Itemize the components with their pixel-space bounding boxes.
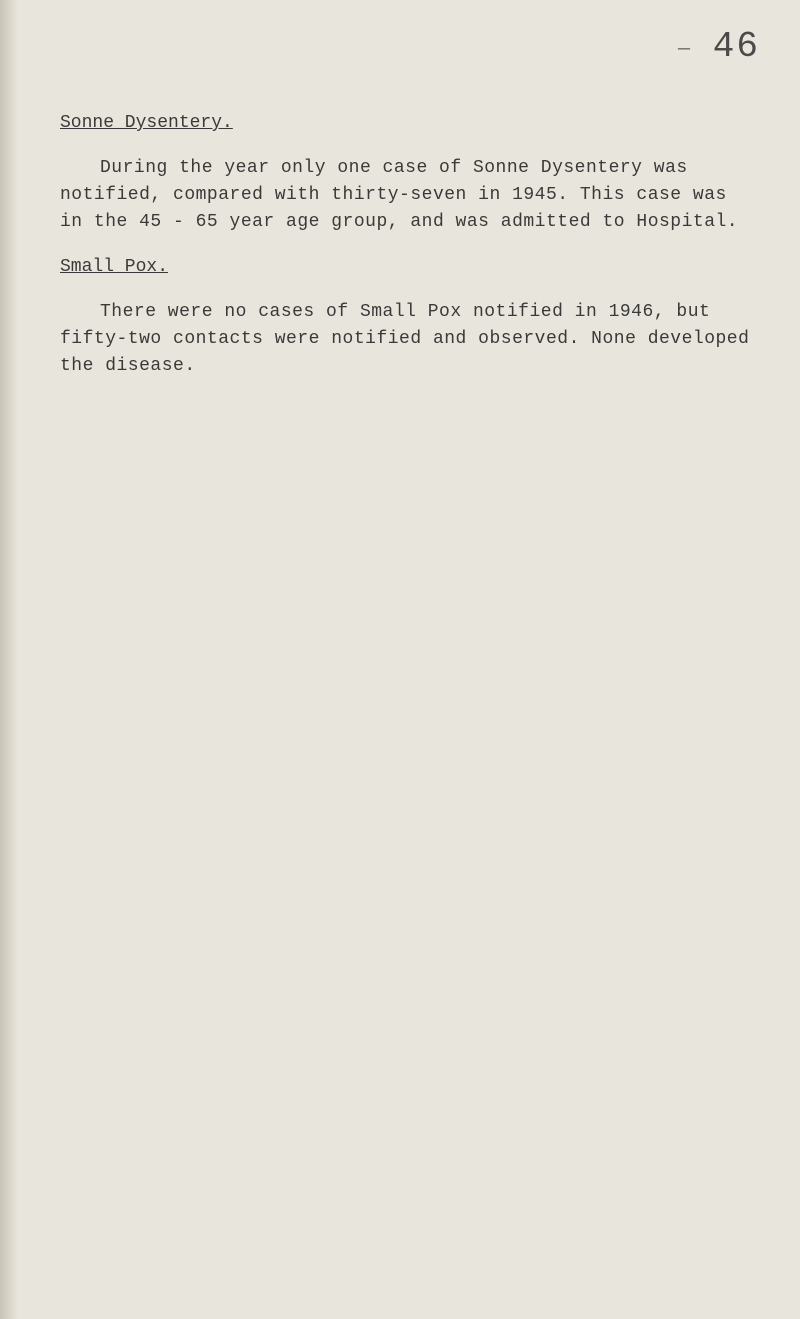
- page-left-shadow: [0, 0, 18, 1319]
- page-number: 46: [713, 20, 760, 74]
- paragraph-small-pox: There were no cases of Small Pox notifie…: [60, 299, 750, 380]
- section-title-sonne-dysentery: Sonne Dysentery.: [60, 110, 750, 137]
- document-page: — 46 Sonne Dysentery. During the year on…: [0, 0, 800, 442]
- section-title-small-pox: Small Pox.: [60, 254, 750, 281]
- paragraph-sonne-dysentery: During the year only one case of Sonne D…: [60, 155, 750, 236]
- dash-mark: —: [678, 35, 690, 65]
